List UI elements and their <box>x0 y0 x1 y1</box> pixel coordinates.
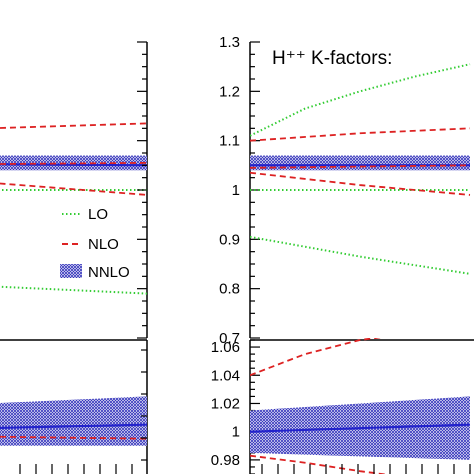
left-ratio-nnlo-band <box>0 396 147 446</box>
left-main-panel <box>0 12 148 339</box>
right-main-y-tick-label: 0.7 <box>219 330 240 347</box>
left-ratio-nnlo-central-line <box>0 423 147 430</box>
legend-nlo-label: NLO <box>88 236 119 253</box>
left-main-nlo-central-line <box>0 161 147 165</box>
legend-nnlo-label: NNLO <box>88 264 130 281</box>
right-main-nlo-lower-line <box>250 171 471 196</box>
right-ratio-y-tick-label: 1.02 <box>211 395 240 412</box>
right-ratio-panel: 0.98 1 1.02 1.04 1.06 <box>211 338 474 474</box>
right-main-panel: 0.7 0.8 0.9 1 1.1 1.2 1.3 H⁺⁺ K-factors: <box>219 34 471 347</box>
right-main-y-tick-label: 0.8 <box>219 281 240 298</box>
right-main-nlo-upper-line <box>250 127 471 142</box>
right-main-lo-lower-line <box>250 235 471 275</box>
right-main-y-tick-label: 1.3 <box>219 34 240 51</box>
right-ratio-nnlo-central-line <box>250 423 471 433</box>
left-main-plot-area <box>0 12 147 295</box>
right-main-nlo-central-line <box>250 164 471 169</box>
left-ratio-x-ticks <box>19 349 147 474</box>
legend: LO NLO NNLO <box>60 206 130 281</box>
legend-lo-label: LO <box>88 206 108 223</box>
right-ratio-x-ticks <box>261 464 471 474</box>
right-ratio-y-tick-label: 0.98 <box>211 452 240 469</box>
left-ratio-plot-area <box>0 396 147 446</box>
left-ratio-nlo-lower-line <box>0 435 147 440</box>
right-ratio-nlo-lower-line <box>250 454 390 474</box>
right-main-y-tick-label: 1.1 <box>219 133 240 150</box>
chart-title: H⁺⁺ K-factors: <box>272 48 392 69</box>
right-main-y-tick-label: 1 <box>232 182 240 199</box>
right-main-y-tick-label: 1.2 <box>219 83 240 100</box>
right-ratio-y-tick-label: 1.06 <box>211 339 240 356</box>
right-main-y-ticks: 0.7 0.8 0.9 1 1.1 1.2 1.3 <box>219 34 260 347</box>
right-ratio-nlo-upper-line <box>250 338 383 377</box>
right-ratio-y-tick-label: 1.04 <box>211 367 240 384</box>
left-main-nnlo-central-line <box>0 163 147 167</box>
left-main-nlo-lower-line <box>0 182 147 196</box>
right-main-lo-upper-line <box>250 63 471 137</box>
left-main-lo-upper-line <box>0 12 147 61</box>
left-ratio-panel <box>0 339 148 474</box>
right-main-plot-area <box>250 63 471 275</box>
right-ratio-plot-area <box>250 338 471 474</box>
left-main-lo-lower-line <box>0 285 147 295</box>
right-main-y-tick-label: 0.9 <box>219 231 240 248</box>
legend-nnlo-swatch <box>60 264 82 278</box>
right-ratio-y-ticks: 0.98 1 1.02 1.04 1.06 <box>211 339 260 474</box>
right-ratio-y-tick-label: 1 <box>232 424 240 441</box>
left-main-nlo-upper-line <box>0 122 147 129</box>
